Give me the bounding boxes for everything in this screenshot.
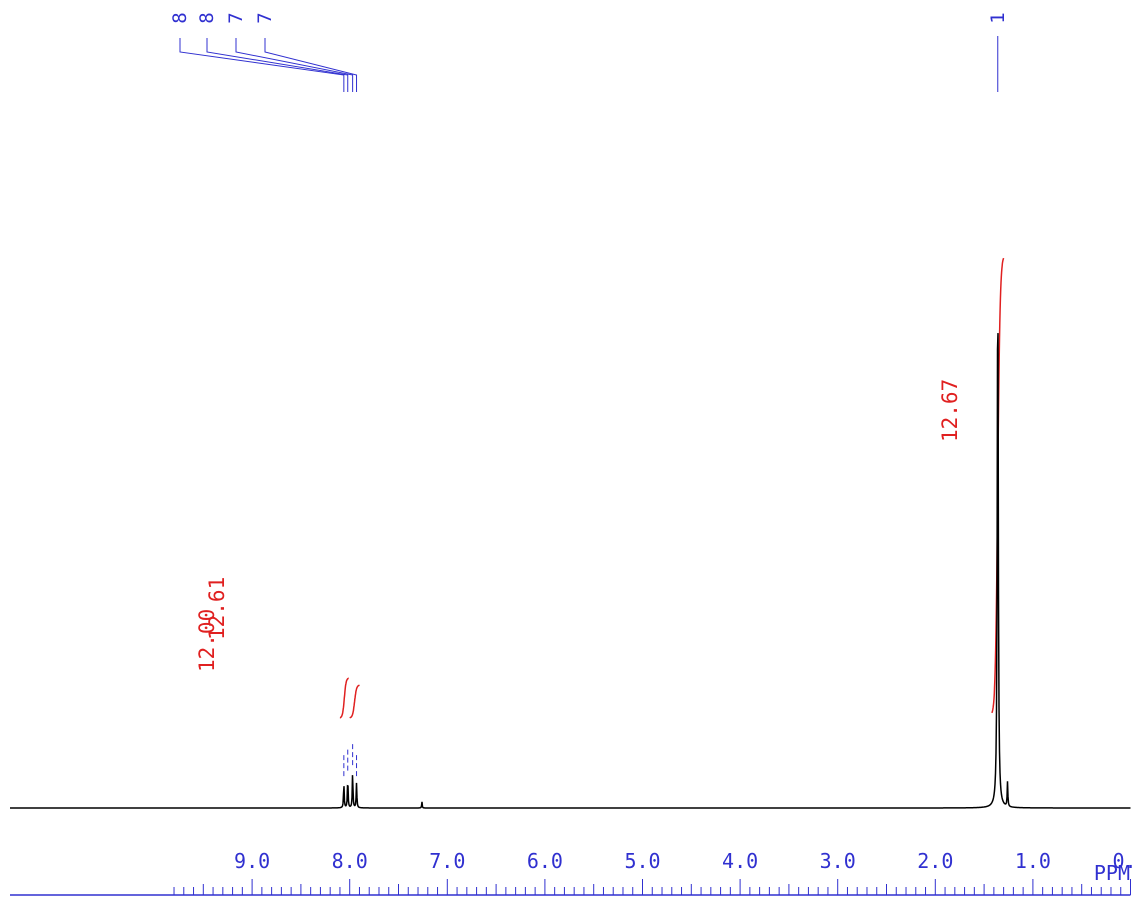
axis-tick-label: 8.0 <box>332 849 368 873</box>
integral-value-label: 12.67 <box>938 379 962 442</box>
peak-label: 8 <box>196 12 218 23</box>
axis-tick-label: 0.0 <box>1112 849 1136 873</box>
peak-label: 7 <box>225 12 247 23</box>
integral-curve <box>339 677 349 719</box>
axis-tick-label: 2.0 <box>917 849 953 873</box>
peak-label-connector <box>235 38 354 92</box>
axis-tick-label: 9.0 <box>234 849 270 873</box>
peak-label: 1 <box>987 12 1009 23</box>
axis-tick-label: 1.0 <box>1015 849 1051 873</box>
peak-label-connector <box>179 38 345 92</box>
peak-label-connector <box>264 38 358 92</box>
peak-label: 8 <box>169 12 191 23</box>
integral-value-label: 12.00 <box>195 609 219 672</box>
spectrum-line <box>10 333 1131 809</box>
axis-tick-label: 4.0 <box>722 849 758 873</box>
integral-value-label: 12.61 <box>205 577 229 640</box>
ppm-axis: 9.0 8.0 7.0 6.0 5.0 4.0 3.0 2.0 1.0 0.0 <box>10 849 1136 896</box>
peak-label-connector <box>206 38 349 92</box>
axis-tick-label: 7.0 <box>429 849 465 873</box>
axis-tick-label: 5.0 <box>624 849 660 873</box>
axis-tick-label: 6.0 <box>527 849 563 873</box>
peak-label: 7 <box>254 12 276 23</box>
axis-title: PPM <box>1094 861 1130 885</box>
integral-curve <box>349 684 360 719</box>
axis-tick-label: 3.0 <box>820 849 856 873</box>
